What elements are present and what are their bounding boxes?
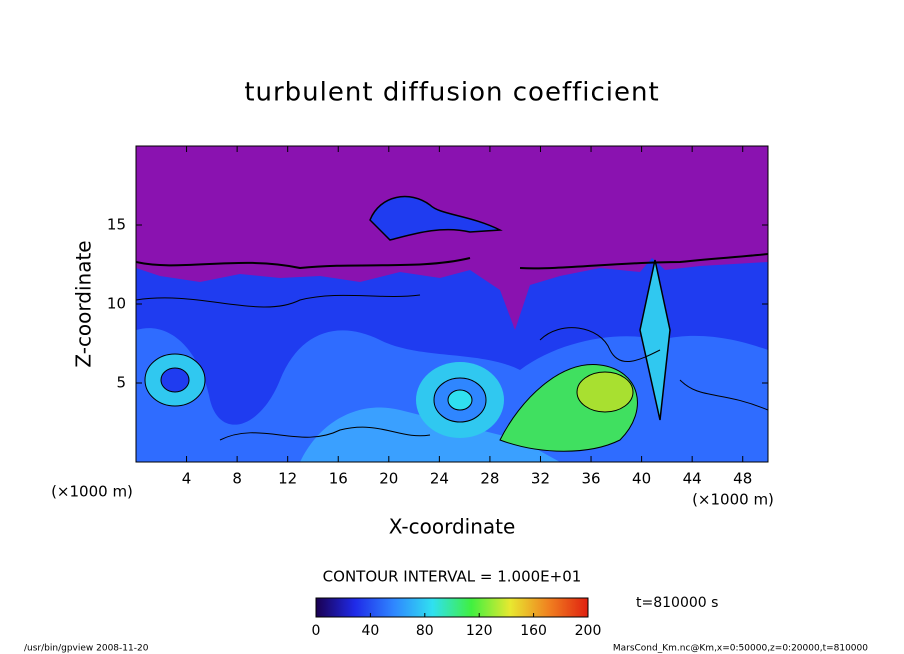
- x-tick-label: 16: [329, 470, 348, 488]
- x-tick-label: 4: [182, 470, 192, 488]
- x-tick-label: 28: [480, 470, 499, 488]
- x-tick-label: 8: [232, 470, 242, 488]
- time-label: t=810000 s: [636, 595, 718, 611]
- colorbar-tick-label: 200: [575, 623, 602, 639]
- colorbar-tick-label: 0: [312, 623, 321, 639]
- y-tick-label: 10: [107, 295, 126, 313]
- y-tick-label: 5: [116, 374, 126, 392]
- chart-title: turbulent diffusion coefficient: [244, 78, 659, 108]
- x-tick-label: 48: [733, 470, 752, 488]
- x-tick-label: 24: [430, 470, 449, 488]
- colorbar-tick-label: 80: [416, 623, 434, 639]
- contour-interval: CONTOUR INTERVAL = 1.000E+01: [323, 568, 582, 586]
- field: [136, 146, 768, 462]
- x-axis-label: X-coordinate: [389, 515, 516, 539]
- colorbar-tick-label: 40: [361, 623, 379, 639]
- x-tick-label: 40: [632, 470, 651, 488]
- y-tick-label: 15: [107, 216, 126, 234]
- x-tick-label: 12: [278, 470, 297, 488]
- x-tick-label: 20: [379, 470, 398, 488]
- footer-right: MarsCond_Km.nc@Km,x=0:50000,z=0:20000,t=…: [613, 644, 868, 654]
- footer-left: /usr/bin/gpview 2008-11-20: [24, 644, 149, 654]
- colorbar-tick-label: 160: [520, 623, 547, 639]
- x-tick-label: 36: [581, 470, 600, 488]
- colorbar: [315, 597, 589, 618]
- x-unit-left: (×1000 m): [51, 483, 133, 501]
- y-axis-label: Z-coordinate: [72, 240, 96, 367]
- x-tick-label: 44: [683, 470, 702, 488]
- colorbar-tick-label: 120: [466, 623, 493, 639]
- x-unit-right: (×1000 m): [692, 491, 774, 509]
- x-tick-label: 32: [531, 470, 550, 488]
